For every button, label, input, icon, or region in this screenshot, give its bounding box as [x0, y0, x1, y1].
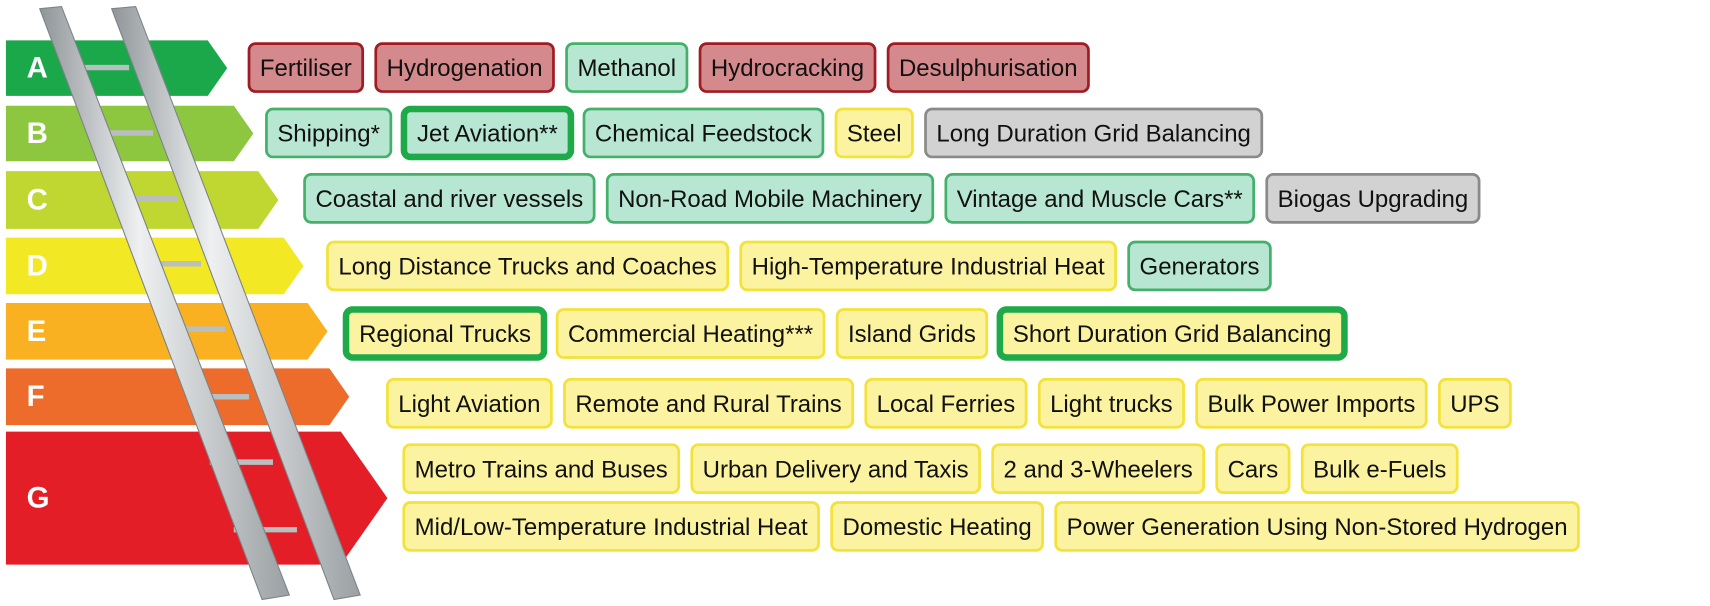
- item-tag: Long Duration Grid Balancing: [926, 109, 1262, 157]
- item-tag: Coastal and river vessels: [305, 174, 595, 222]
- item-tag: Light Aviation: [387, 379, 551, 427]
- item-tag: Regional Trucks: [346, 310, 544, 358]
- item-label: Bulk Power Imports: [1208, 391, 1416, 418]
- item-label: Local Ferries: [877, 391, 1016, 418]
- item-label: Bulk e-Fuels: [1313, 456, 1446, 483]
- item-label: Mid/Low-Temperature Industrial Heat: [415, 514, 808, 541]
- rating-letter: E: [27, 315, 47, 348]
- item-tag: Vintage and Muscle Cars**: [946, 174, 1254, 222]
- item-tag: Steel: [836, 109, 912, 157]
- rating-letter: F: [27, 380, 45, 413]
- item-tag: Bulk e-Fuels: [1302, 445, 1457, 493]
- item-label: Coastal and river vessels: [315, 186, 583, 213]
- item-label: Shipping*: [277, 121, 380, 148]
- item-tag: Generators: [1129, 242, 1271, 290]
- item-tag: Light trucks: [1039, 379, 1183, 427]
- item-tag: Local Ferries: [866, 379, 1026, 427]
- item-label: Long Duration Grid Balancing: [936, 121, 1250, 148]
- item-tag: 2 and 3-Wheelers: [993, 445, 1204, 493]
- item-label: Non-Road Mobile Machinery: [618, 186, 922, 213]
- item-tag: Methanol: [567, 44, 687, 92]
- item-label: Generators: [1140, 254, 1260, 281]
- item-label: Light Aviation: [398, 391, 540, 418]
- item-tag: Hydrogenation: [376, 44, 554, 92]
- item-label: Hydrogenation: [387, 55, 543, 82]
- item-label: 2 and 3-Wheelers: [1004, 456, 1193, 483]
- item-label: Jet Aviation**: [417, 121, 558, 148]
- item-tag: Short Duration Grid Balancing: [1000, 310, 1345, 358]
- hydrogen-ladder: AB CDEF G Fertiliser Hydrogenation Methanol H…: [0, 0, 1710, 606]
- item-label: Vintage and Muscle Cars**: [957, 186, 1243, 213]
- item-tag: Cars: [1217, 445, 1289, 493]
- item-tag: Long Distance Trucks and Coaches: [327, 242, 727, 290]
- item-tag: UPS: [1439, 379, 1510, 427]
- rating-letter: C: [27, 184, 48, 217]
- item-label: Methanol: [577, 55, 676, 82]
- item-tag: Chemical Feedstock: [584, 109, 823, 157]
- item-label: UPS: [1450, 391, 1499, 418]
- item-label: Long Distance Trucks and Coaches: [338, 254, 716, 281]
- item-tag: Bulk Power Imports: [1197, 379, 1427, 427]
- page: {"rows": [ {"label": "A", "color": "#1aa…: [0, 0, 1710, 606]
- item-tag: Commercial Heating***: [557, 310, 824, 358]
- item-tag: Remote and Rural Trains: [564, 379, 852, 427]
- item-label: Metro Trains and Buses: [415, 456, 668, 483]
- item-label: Fertiliser: [260, 55, 352, 82]
- items: Fertiliser Hydrogenation Methanol Hydrocrac…: [249, 44, 1578, 551]
- rating-letter: D: [27, 249, 48, 282]
- item-tag: High-Temperature Industrial Heat: [741, 242, 1116, 290]
- item-tag: Biogas Upgrading: [1267, 174, 1479, 222]
- item-label: Commercial Heating***: [568, 321, 813, 348]
- item-label: Regional Trucks: [359, 321, 531, 348]
- item-label: Biogas Upgrading: [1278, 186, 1469, 213]
- item-label: Urban Delivery and Taxis: [703, 456, 969, 483]
- item-tag: Jet Aviation**: [404, 109, 571, 157]
- item-label: Light trucks: [1050, 391, 1173, 418]
- item-label: Desulphurisation: [899, 55, 1078, 82]
- item-label: Short Duration Grid Balancing: [1013, 321, 1331, 348]
- item-label: High-Temperature Industrial Heat: [752, 254, 1105, 281]
- item-tag: Power Generation Using Non-Stored Hydrog…: [1056, 502, 1579, 550]
- item-label: Domestic Heating: [843, 514, 1032, 541]
- item-tag: Urban Delivery and Taxis: [692, 445, 980, 493]
- item-tag: Island Grids: [837, 310, 987, 358]
- item-tag: Metro Trains and Buses: [404, 445, 679, 493]
- item-tag: Domestic Heating: [832, 502, 1043, 550]
- item-tag: Desulphurisation: [888, 44, 1088, 92]
- rating-letter: A: [27, 52, 48, 85]
- item-label: Island Grids: [848, 321, 976, 348]
- item-label: Chemical Feedstock: [595, 121, 813, 148]
- item-label: Remote and Rural Trains: [575, 391, 841, 418]
- item-label: Hydrocracking: [711, 55, 864, 82]
- item-tag: Shipping*: [266, 109, 390, 157]
- item-tag: Non-Road Mobile Machinery: [607, 174, 933, 222]
- item-tag: Fertiliser: [249, 44, 363, 92]
- item-label: Cars: [1228, 456, 1279, 483]
- item-tag: Hydrocracking: [700, 44, 875, 92]
- rating-letter: G: [27, 482, 50, 515]
- item-tag: Mid/Low-Temperature Industrial Heat: [404, 502, 819, 550]
- rating-letter: B: [27, 117, 48, 150]
- item-label: Power Generation Using Non-Stored Hydrog…: [1067, 514, 1568, 541]
- rating-arrow: [6, 368, 349, 425]
- item-label: Steel: [847, 121, 902, 148]
